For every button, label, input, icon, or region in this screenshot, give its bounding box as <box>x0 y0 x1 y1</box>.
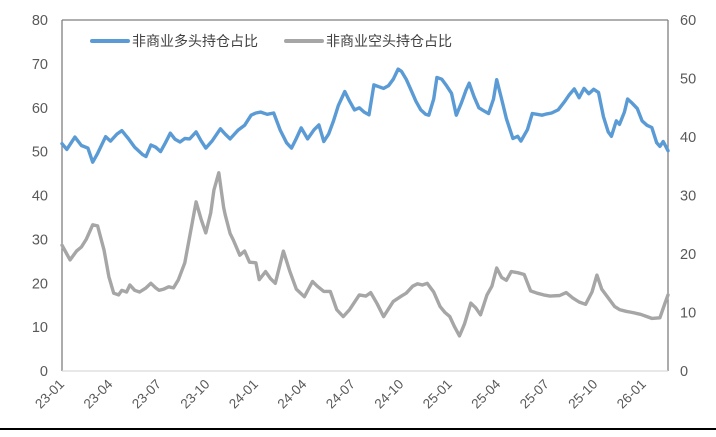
y-axis-right-tick-label: 60 <box>680 13 696 29</box>
y-axis-left-tick-label: 50 <box>32 145 48 161</box>
y-axis-left-tick-label: 70 <box>32 57 48 73</box>
x-axis-tick-label: 25-01 <box>420 377 455 412</box>
x-axis: 23-01 23-04 23-07 23-10 24-01 24-04 24-07 24-10… <box>32 376 649 411</box>
y-axis-right-tick-label: 50 <box>680 72 696 88</box>
y-axis-right-tick-label: 20 <box>680 247 696 263</box>
legend-item-short: 非商业空头持仓占比 <box>284 31 452 51</box>
x-axis-tick-label: 25-07 <box>517 377 552 412</box>
y-axis-left-tick-label: 40 <box>32 189 48 205</box>
y-axis-right: 0 10 20 30 40 50 60 <box>680 13 696 380</box>
x-axis-tick-label: 24-07 <box>323 377 358 412</box>
y-axis-right-tick-label: 40 <box>680 130 696 146</box>
plot-border <box>61 19 669 372</box>
y-axis-left-tick-label: 80 <box>32 13 48 29</box>
x-axis-tick-label: 25-10 <box>565 377 600 412</box>
chart-legend: 非商业多头持仓占比 非商业空头持仓占比 <box>90 31 452 51</box>
series-short-line <box>60 170 670 338</box>
y-axis-left-tick-label: 0 <box>40 364 48 380</box>
x-axis-tick-label: 25-04 <box>468 376 503 411</box>
x-axis-tick-label: 24-04 <box>274 376 309 411</box>
x-axis-tick-label: 23-04 <box>81 376 116 411</box>
legend-item-long: 非商业多头持仓占比 <box>90 31 258 51</box>
x-axis-tick-label: 24-01 <box>226 377 261 412</box>
x-axis-tick-label: 24-10 <box>371 377 406 412</box>
long-line-swatch-icon <box>90 38 130 44</box>
y-axis-right-tick-label: 30 <box>680 189 696 205</box>
short-line-swatch-icon <box>284 38 324 44</box>
y-axis-left-tick-label: 30 <box>32 232 48 248</box>
y-axis-left-tick-label: 10 <box>32 320 48 336</box>
x-axis-tick-label: 26-01 <box>614 377 649 412</box>
legend-label-long: 非商业多头持仓占比 <box>132 33 258 49</box>
y-axis-right-tick-label: 10 <box>680 306 696 322</box>
series-long-line <box>60 67 670 164</box>
y-axis-left: 0 10 20 30 40 50 60 70 80 <box>32 13 48 380</box>
legend-label-short: 非商业空头持仓占比 <box>326 33 452 49</box>
bottom-rule <box>0 428 716 430</box>
y-axis-right-tick-label: 0 <box>680 364 688 380</box>
y-axis-left-tick-label: 60 <box>32 101 48 117</box>
x-axis-tick-label: 23-10 <box>178 377 213 412</box>
y-axis-left-tick-label: 20 <box>32 276 48 292</box>
x-axis-tick-label: 23-07 <box>129 377 164 412</box>
x-axis-tick-label: 23-01 <box>32 377 67 412</box>
